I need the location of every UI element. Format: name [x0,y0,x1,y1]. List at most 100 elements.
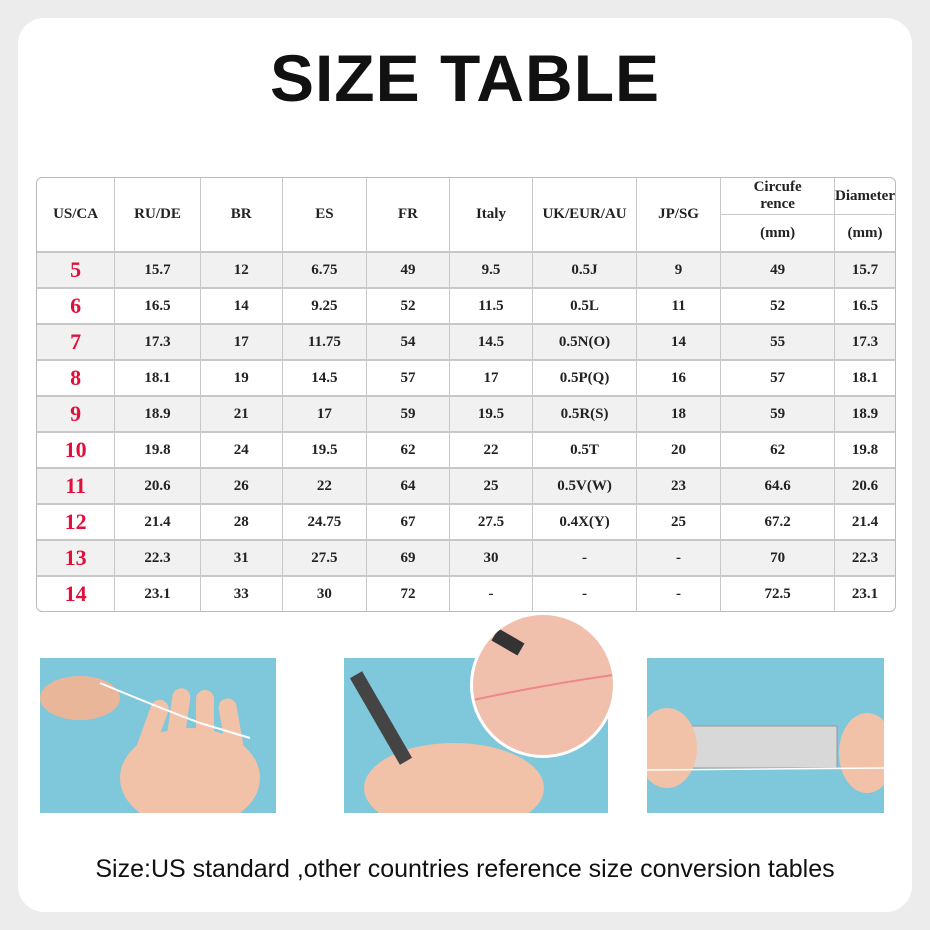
table-cell: 0.5P(Q) [533,361,637,397]
table-cell: 19.8 [835,433,895,469]
table-cell: 0.5L [533,289,637,325]
table-cell: 19.5 [449,397,534,433]
us-size-cell: 9 [37,397,116,433]
us-size-cell: 10 [37,433,116,469]
header-diameter: Diameter [835,178,895,215]
table-cell: 17 [449,361,534,397]
table-cell: 23 [636,469,722,505]
table-cell: 14.5 [449,325,534,361]
table-cell: 9.5 [449,253,534,289]
table-cell: 17 [200,325,283,361]
unit-diameter: (mm) [835,215,895,253]
table-cell: - [533,577,637,611]
header-uk: UK/EUR/AU [533,178,637,253]
table-cell: 24 [200,433,283,469]
table-cell: - [637,577,722,611]
table-cell: 15.7 [835,253,895,289]
us-size-cell: 13 [37,541,116,577]
table-cell: 0.4X(Y) [533,505,637,541]
table-cell: 19 [200,361,283,397]
table-cell: 70 [721,541,836,577]
table-cell: 14.5 [282,361,368,397]
table-cell: 16.5 [115,289,201,325]
table-cell: 72.5 [721,577,836,611]
header-es: ES [282,178,368,253]
header-circumference: Circufe rence [721,178,836,215]
table-cell: 11.75 [282,325,368,361]
table-cell: 54 [367,325,450,361]
table-cell: 19.8 [115,433,201,469]
table-cell: 17 [282,397,368,433]
table-cell: 9 [636,253,722,289]
header-jp: JP/SG [636,178,722,253]
table-cell: 14 [636,325,722,361]
table-cell: 27.5 [449,505,534,541]
table-cell: 62 [367,433,450,469]
table-cell: 25 [636,505,722,541]
table-cell: 17.3 [115,325,201,361]
table-cell: 67 [367,505,450,541]
us-size-cell: 5 [37,253,116,289]
table-cell: 69 [367,541,450,577]
table-cell: 12 [200,253,283,289]
header-fr: FR [367,178,450,253]
table-cell: 21.4 [115,505,201,541]
table-cell: 14 [200,289,283,325]
us-size-cell: 6 [37,289,116,325]
footer-note: Size:US standard ,other countries refere… [95,855,835,883]
table-cell: 17.3 [835,325,895,361]
table-cell: 20.6 [835,469,895,505]
size-table: US/CA RU/DE BR ES FR Italy UK/EUR/AU JP/… [36,177,896,612]
table-cell: 22 [449,433,534,469]
table-cell: 22 [282,469,368,505]
table-cell: 27.5 [282,541,368,577]
table-cell: 0.5R(S) [533,397,637,433]
table-cell: 20.6 [115,469,201,505]
table-row: 14 23.1 33 30 72- - -72.5 23.1 [37,577,895,611]
table-cell: 9.25 [282,289,368,325]
table-cell: 18 [636,397,722,433]
pen-illustration [349,671,544,813]
table-row: 11 20.6 26 22 64 25 0.5V(W) 23 64.6 20.6 [37,469,895,505]
table-cell: 16.5 [835,289,895,325]
table-cell: 52 [721,289,836,325]
photo-wrap-string [40,658,276,813]
table-cell: - [450,577,534,611]
table-cell: 11 [636,289,722,325]
page-title: SIZE TABLE [269,41,661,115]
table-cell: 11.5 [449,289,534,325]
us-size-cell: 8 [37,361,116,397]
table-cell: 19.5 [282,433,368,469]
table-cell: 55 [721,325,836,361]
table-row: 6 16.5 14 9.25 52 11.5 0.5L 11 52 16.5 [37,289,895,325]
table-row: 13 22.3 31 27.5 69 30- -70 22.3 [37,541,895,577]
table-cell: - [636,541,722,577]
table-row: 7 17.3 17 11.75 54 14.5 0.5N(O) 14 55 17.3 [37,325,895,361]
table-cell: 30 [283,577,368,611]
table-row: 12 21.4 28 24.75 67 27.5 0.4X(Y) 25 67.2 21.4 [37,505,895,541]
us-size-cell: 14 [37,577,116,611]
table-cell: 0.5T [533,433,637,469]
table-cell: 18.9 [115,397,201,433]
us-size-cell: 11 [37,469,116,505]
table-cell: 33 [201,577,283,611]
table-cell: 20 [636,433,722,469]
header-italy: Italy [449,178,534,253]
table-cell: 24.75 [282,505,368,541]
table-cell: 64 [367,469,450,505]
table-cell: 22.3 [835,541,895,577]
table-cell: 0.5N(O) [533,325,637,361]
table-cell: 49 [721,253,836,289]
table-cell: 23.1 [115,577,201,611]
table-row: 9 18.9 21 17 59 19.5 0.5R(S) 18 59 18.9 [37,397,895,433]
header-ru: RU/DE [115,178,201,253]
table-cell: 16 [636,361,722,397]
table-cell: 18.1 [115,361,201,397]
table-cell: 30 [449,541,534,577]
header-br: BR [200,178,283,253]
header-us: US/CA [37,178,116,253]
table-cell: 64.6 [721,469,836,505]
table-cell: 18.9 [835,397,895,433]
table-cell: 26 [200,469,283,505]
table-cell: 18.1 [835,361,895,397]
